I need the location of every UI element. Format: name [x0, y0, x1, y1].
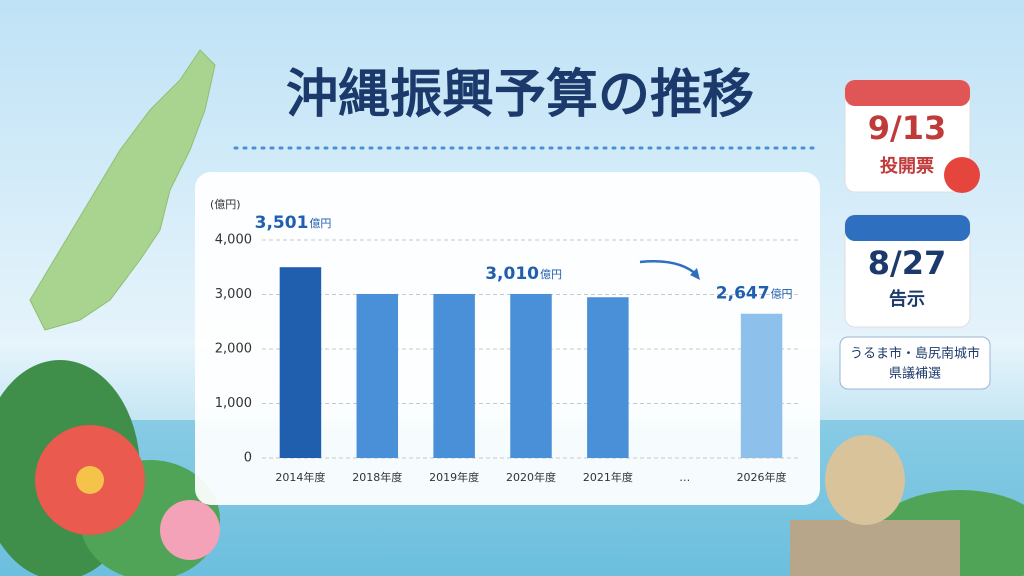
y-tick-label: 4,000	[215, 233, 252, 248]
title: 沖縄振興予算の推移	[286, 65, 754, 125]
y-tick-label: 3,000	[215, 287, 252, 302]
note: うるま市・島尻南城市	[850, 346, 980, 362]
bar	[510, 293, 552, 458]
bar	[587, 297, 629, 458]
island-map	[29, 49, 216, 331]
bar	[740, 313, 783, 458]
calendar-label: 投開票	[880, 155, 934, 177]
value-label-unit: 億円	[309, 217, 331, 230]
y-tick-label: 2,000	[215, 342, 252, 357]
bar	[356, 293, 399, 458]
x-tick-label: 2018年度	[352, 470, 402, 484]
bar	[433, 293, 475, 458]
chart-panel	[195, 172, 820, 505]
value-label-unit: 億円	[540, 268, 562, 281]
note: 県議補選	[889, 367, 941, 382]
arrow-head	[690, 268, 700, 280]
calendar-date: 9/13	[868, 109, 946, 147]
y-tick-label: 0	[244, 451, 252, 466]
value-label: 3,010	[485, 264, 539, 284]
note-box	[839, 336, 991, 390]
x-tick-label: 2021年度	[583, 470, 633, 484]
calendar: 8/27 告示	[844, 214, 971, 328]
x-tick-label: 2014年度	[275, 470, 325, 484]
y-tick-label: 1,000	[215, 396, 252, 411]
calendar-date: 8/27	[868, 244, 946, 282]
x-tick-label: 2020年度	[506, 470, 556, 484]
x-tick-label: …	[679, 471, 690, 484]
value-label: 2,647	[716, 284, 770, 304]
calendar: 9/13 投開票	[844, 79, 980, 193]
plants	[0, 360, 1024, 576]
calendar-label: 告示	[889, 288, 925, 310]
value-label: 3,501	[255, 213, 309, 233]
value-label-unit: 億円	[771, 288, 793, 301]
x-tick-label: 2019年度	[429, 470, 479, 484]
x-tick-label: 2026年度	[737, 470, 787, 484]
bar	[279, 267, 322, 458]
y-axis-label: (億円)	[210, 198, 241, 211]
